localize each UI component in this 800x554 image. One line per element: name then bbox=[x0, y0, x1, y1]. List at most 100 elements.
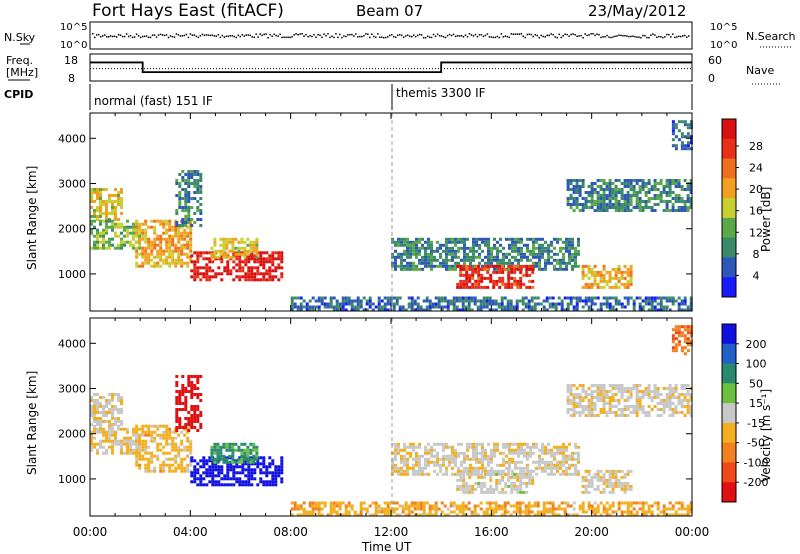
heatmap-cell bbox=[590, 396, 594, 399]
heatmap-cell bbox=[489, 472, 493, 476]
heatmap-cell bbox=[556, 252, 559, 256]
heatmap-cell bbox=[677, 325, 681, 329]
heatmap-cell bbox=[181, 209, 185, 212]
nsky-point bbox=[115, 36, 118, 38]
heatmap-cell bbox=[117, 246, 120, 250]
heatmap-cell bbox=[120, 439, 123, 443]
heatmap-cell bbox=[425, 308, 429, 312]
heatmap-cell bbox=[415, 463, 418, 467]
heatmap-cell bbox=[520, 258, 523, 262]
heatmap-cell bbox=[668, 182, 672, 185]
heatmap-cell bbox=[433, 442, 436, 446]
nsky-point bbox=[572, 33, 574, 35]
heatmap-cell bbox=[187, 221, 191, 224]
heatmap-cell bbox=[459, 273, 463, 277]
heatmap-cell bbox=[680, 302, 684, 306]
heatmap-cell bbox=[617, 501, 621, 505]
heatmap-cell bbox=[478, 252, 481, 256]
heatmap-cell bbox=[526, 463, 529, 467]
heatmap-cell bbox=[544, 463, 547, 467]
heatmap-cell bbox=[590, 402, 594, 405]
nsky-point bbox=[540, 34, 542, 37]
heatmap-cell bbox=[502, 451, 505, 455]
heatmap-cell bbox=[587, 200, 591, 203]
heatmap-cell bbox=[299, 308, 303, 312]
heatmap-cell bbox=[478, 442, 481, 446]
heatmap-cell bbox=[99, 234, 102, 238]
heatmap-cell bbox=[196, 272, 200, 276]
heatmap-cell bbox=[650, 399, 654, 402]
heatmap-cell bbox=[683, 340, 687, 344]
heatmap-cell bbox=[455, 308, 459, 312]
heatmap-cell bbox=[593, 414, 597, 417]
heatmap-cell bbox=[572, 399, 576, 402]
heatmap-cell bbox=[421, 469, 424, 473]
heatmap-cell bbox=[638, 197, 642, 200]
heatmap-cell bbox=[626, 296, 630, 300]
heatmap-cell bbox=[350, 308, 354, 312]
power-colorbar-label: Power [dB] bbox=[759, 187, 773, 252]
heatmap-cell bbox=[232, 474, 236, 478]
heatmap-cell bbox=[403, 258, 406, 262]
heatmap-cell bbox=[635, 206, 639, 209]
heatmap-cell bbox=[138, 231, 142, 235]
heatmap-cell bbox=[394, 442, 397, 446]
heatmap-cell bbox=[250, 266, 254, 270]
heatmap-cell bbox=[620, 411, 624, 414]
heatmap-cell bbox=[445, 261, 448, 265]
heatmap-cell bbox=[214, 465, 218, 469]
heatmap-cell bbox=[249, 442, 253, 446]
heatmap-cell bbox=[141, 231, 145, 235]
heatmap-cell bbox=[168, 225, 172, 229]
heatmap-cell bbox=[599, 188, 603, 191]
colorbar-swatch bbox=[722, 422, 736, 444]
heatmap-cell bbox=[680, 197, 684, 200]
heatmap-cell bbox=[431, 305, 435, 309]
heatmap-cell bbox=[659, 399, 663, 402]
heatmap-cell bbox=[467, 296, 471, 300]
heatmap-cell bbox=[677, 305, 681, 309]
heatmap-cell bbox=[277, 257, 281, 261]
heatmap-cell bbox=[199, 254, 203, 258]
heatmap-cell bbox=[469, 261, 472, 265]
heatmap-cell bbox=[397, 451, 400, 455]
heatmap-cell bbox=[575, 191, 579, 194]
heatmap-cell bbox=[635, 203, 639, 206]
heatmap-cell bbox=[488, 501, 492, 505]
heatmap-cell bbox=[623, 414, 627, 417]
heatmap-cell bbox=[280, 471, 284, 475]
cpid-label: CPID bbox=[4, 88, 33, 101]
heatmap-cell bbox=[479, 501, 483, 505]
heatmap-cell bbox=[120, 203, 123, 206]
heatmap-cell bbox=[535, 445, 538, 449]
heatmap-cell bbox=[614, 197, 618, 200]
heatmap-cell bbox=[452, 308, 456, 312]
heatmap-cell bbox=[608, 206, 612, 209]
heatmap-cell bbox=[424, 264, 427, 268]
heatmap-cell bbox=[472, 258, 475, 262]
heatmap-cell bbox=[463, 240, 466, 244]
heatmap-cell bbox=[445, 445, 448, 449]
heatmap-cell bbox=[389, 302, 393, 306]
heatmap-cell bbox=[608, 475, 612, 479]
heatmap-cell bbox=[175, 179, 179, 182]
heatmap-cell bbox=[502, 255, 505, 259]
heatmap-cell bbox=[608, 390, 612, 393]
heatmap-cell bbox=[186, 231, 190, 235]
heatmap-cell bbox=[415, 472, 418, 476]
heatmap-cell bbox=[596, 399, 600, 402]
nsky-point bbox=[265, 33, 267, 35]
heatmap-cell bbox=[611, 399, 615, 402]
heatmap-cell bbox=[508, 258, 511, 262]
heatmap-cell bbox=[240, 442, 244, 446]
heatmap-cell bbox=[280, 465, 284, 469]
heatmap-cell bbox=[659, 296, 663, 300]
heatmap-cell bbox=[490, 246, 493, 250]
heatmap-cell bbox=[472, 246, 475, 250]
heatmap-cell bbox=[129, 240, 132, 244]
heatmap-cell bbox=[683, 206, 687, 209]
heatmap-cell bbox=[527, 302, 531, 306]
power-heatmap bbox=[90, 120, 693, 312]
heatmap-cell bbox=[596, 384, 600, 387]
heatmap-cell bbox=[574, 442, 577, 446]
